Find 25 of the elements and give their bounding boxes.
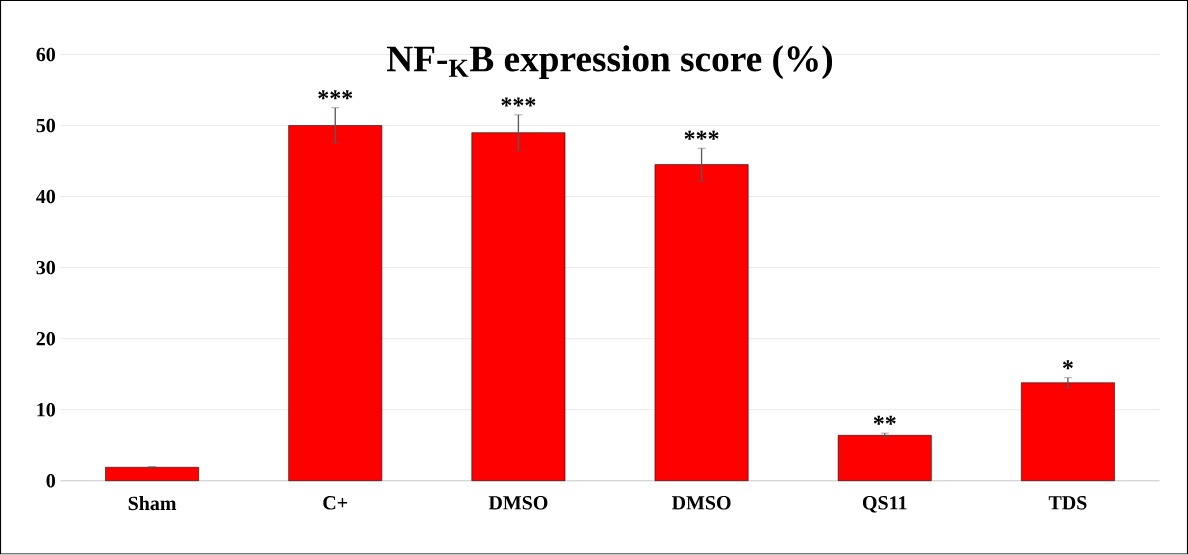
chart-title: NF-$_{K}$B expression score (%) xyxy=(386,45,833,80)
y-tick-label: 10 xyxy=(37,403,56,417)
x-tick-label: C+ xyxy=(323,496,348,510)
y-tick-label: 40 xyxy=(36,190,56,204)
y-tick-label: 20 xyxy=(36,332,56,346)
x-tick-label: DMSO xyxy=(671,496,731,510)
bar xyxy=(105,467,199,482)
annotation: * xyxy=(1062,360,1073,370)
y-tick-label: 0 xyxy=(46,474,56,488)
bar xyxy=(471,132,566,482)
x-tick-label: DMSO xyxy=(488,496,548,510)
annotation: *** xyxy=(318,90,353,100)
y-tick-label: 50 xyxy=(36,119,56,133)
annotation: ** xyxy=(873,415,896,425)
x-tick-label: QS11 xyxy=(862,496,907,513)
x-tick-label: TDS xyxy=(1048,496,1087,510)
annotation: *** xyxy=(501,97,536,107)
bar xyxy=(837,435,932,482)
y-tick-label: 60 xyxy=(36,47,56,62)
bar xyxy=(288,125,383,482)
bar xyxy=(654,164,749,482)
x-tick-label: Sham xyxy=(128,496,177,511)
annotation: *** xyxy=(684,131,719,141)
y-tick-label: 30 xyxy=(36,261,56,275)
bar xyxy=(1021,382,1115,482)
